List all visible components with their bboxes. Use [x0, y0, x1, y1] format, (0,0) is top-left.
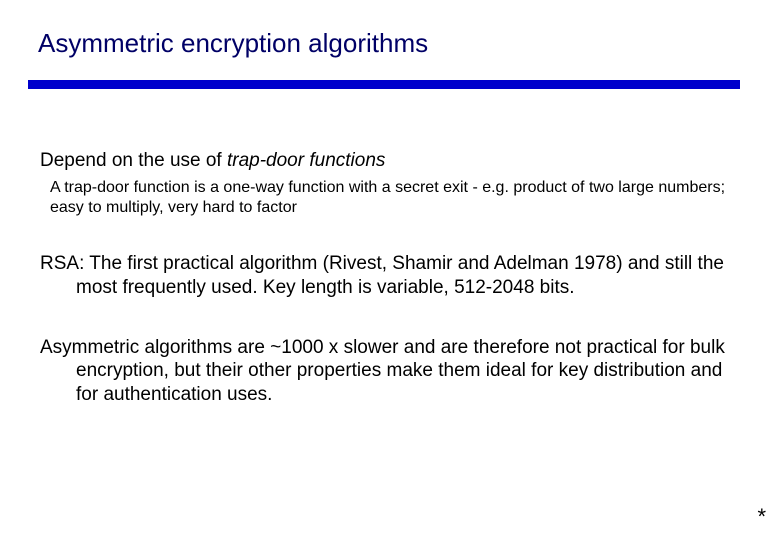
footer-asterisk: * [757, 504, 766, 530]
title-underline [28, 80, 740, 89]
lead-line: Depend on the use of trap-door functions [40, 150, 730, 172]
slide-content: Depend on the use of trap-door functions… [40, 150, 730, 443]
lead-prefix: Depend on the use of [40, 150, 227, 171]
paragraph-asymmetric: Asymmetric algorithms are ~1000 x slower… [40, 336, 730, 407]
paragraph-rsa: RSA: The first practical algorithm (Rive… [40, 252, 730, 300]
lead-italic: trap-door functions [227, 150, 385, 171]
slide: Asymmetric encryption algorithms Depend … [0, 0, 780, 540]
lead-sub: A trap-door function is a one-way functi… [50, 178, 730, 218]
slide-title: Asymmetric encryption algorithms [38, 28, 428, 59]
